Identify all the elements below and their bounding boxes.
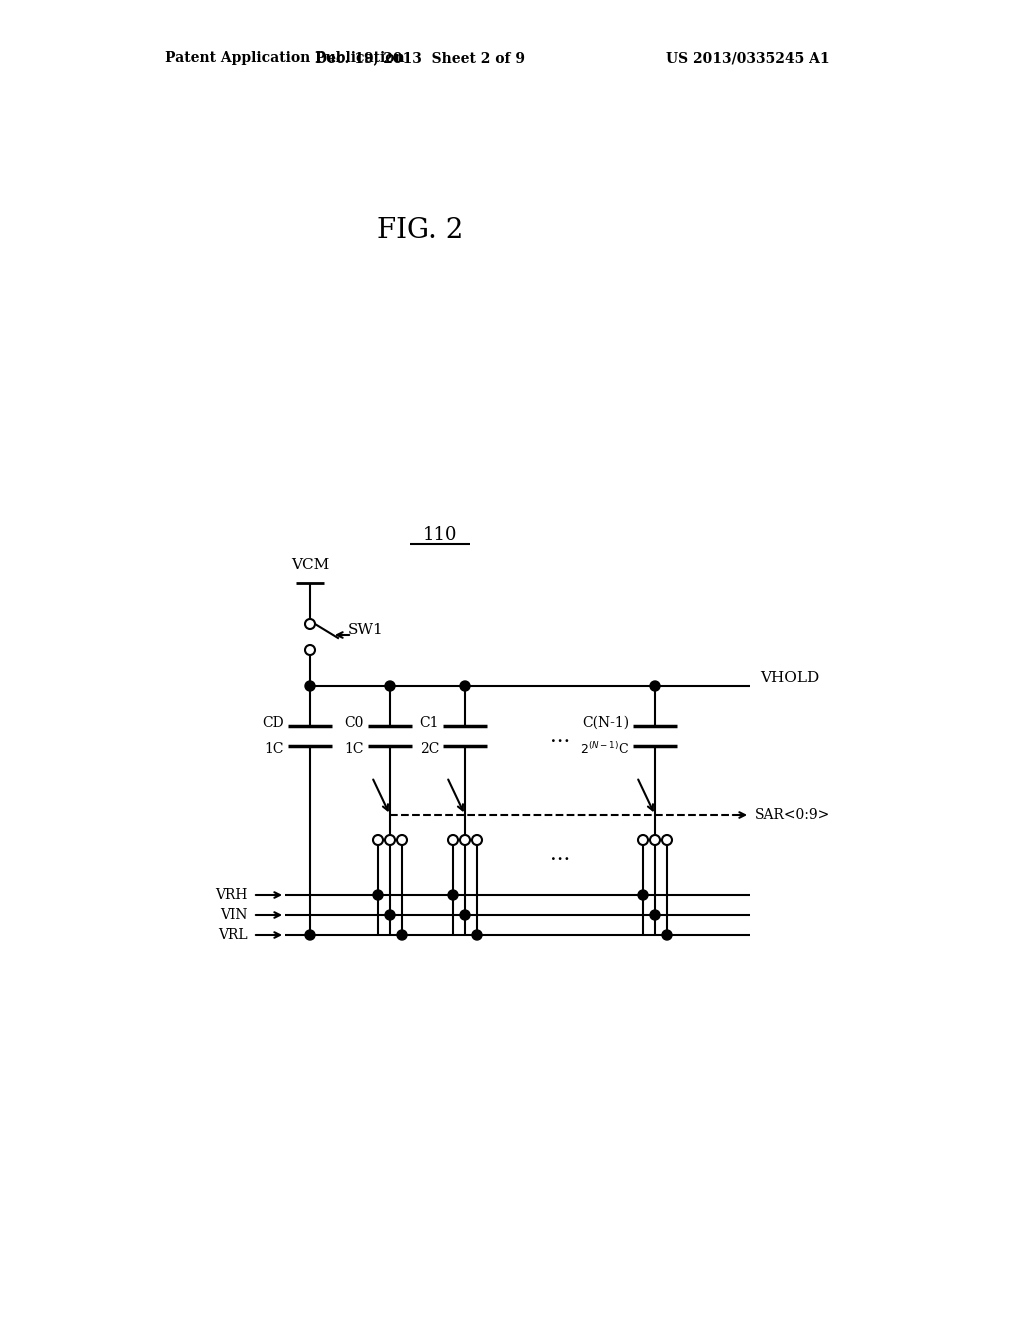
Circle shape — [373, 890, 383, 900]
Circle shape — [397, 836, 407, 845]
Text: ...: ... — [550, 726, 570, 746]
Circle shape — [385, 681, 395, 690]
Circle shape — [662, 931, 672, 940]
Circle shape — [460, 681, 470, 690]
Circle shape — [638, 836, 648, 845]
Text: US 2013/0335245 A1: US 2013/0335245 A1 — [667, 51, 830, 65]
Text: 2C: 2C — [420, 742, 439, 756]
Circle shape — [460, 909, 470, 920]
Circle shape — [397, 931, 407, 940]
Circle shape — [650, 681, 660, 690]
Circle shape — [385, 909, 395, 920]
Text: C1: C1 — [420, 715, 439, 730]
Circle shape — [449, 836, 458, 845]
Text: VRL: VRL — [218, 928, 248, 942]
Text: VCM: VCM — [291, 558, 329, 572]
Circle shape — [472, 836, 482, 845]
Text: C0: C0 — [345, 715, 364, 730]
Circle shape — [305, 645, 315, 655]
Circle shape — [305, 931, 315, 940]
Text: ...: ... — [550, 846, 570, 865]
Circle shape — [449, 890, 458, 900]
Text: FIG. 2: FIG. 2 — [377, 216, 463, 243]
Text: C(N-1): C(N-1) — [582, 715, 629, 730]
Circle shape — [385, 836, 395, 845]
Text: 1C: 1C — [344, 742, 364, 756]
Text: VIN: VIN — [220, 908, 248, 921]
Text: CD: CD — [262, 715, 284, 730]
Text: 1C: 1C — [264, 742, 284, 756]
Circle shape — [472, 931, 482, 940]
Text: $2^{(N-1)}$C: $2^{(N-1)}$C — [580, 741, 629, 756]
Text: Patent Application Publication: Patent Application Publication — [165, 51, 404, 65]
Circle shape — [650, 909, 660, 920]
Circle shape — [638, 890, 648, 900]
Circle shape — [650, 836, 660, 845]
Circle shape — [460, 836, 470, 845]
Text: 110: 110 — [423, 525, 458, 544]
Text: SW1: SW1 — [348, 623, 384, 638]
Circle shape — [305, 619, 315, 630]
Text: VHOLD: VHOLD — [760, 671, 819, 685]
Circle shape — [373, 836, 383, 845]
Text: Dec. 19, 2013  Sheet 2 of 9: Dec. 19, 2013 Sheet 2 of 9 — [315, 51, 525, 65]
Circle shape — [305, 681, 315, 690]
Text: VRH: VRH — [216, 888, 248, 902]
Text: SAR<0:9>: SAR<0:9> — [755, 808, 830, 822]
Circle shape — [662, 836, 672, 845]
